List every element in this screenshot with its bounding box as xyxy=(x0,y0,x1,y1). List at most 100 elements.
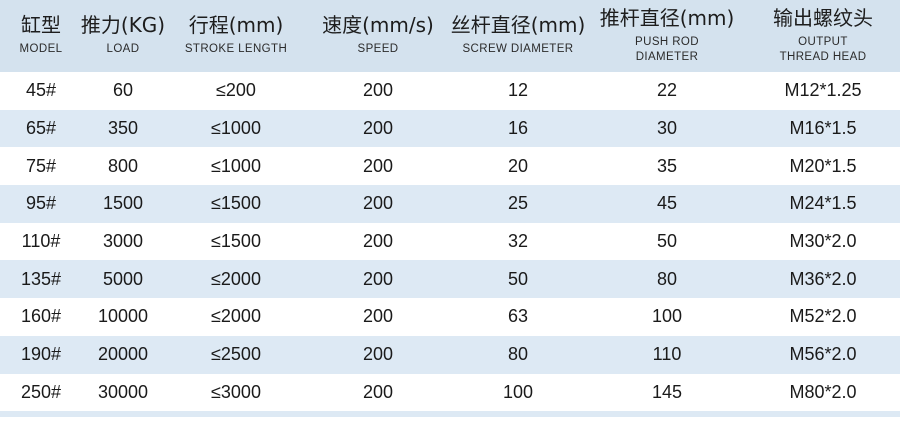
cell-thread: M20*1.5 xyxy=(789,155,857,176)
column-header-cn: 缸型 xyxy=(21,13,61,38)
column-header-cell: 推力(KG) LOAD xyxy=(80,0,166,72)
table-header: 缸型 MODEL 推力(KG) LOAD 行程(mm) STROKE LENGTH 速度(m… xyxy=(0,0,900,72)
column-header-speed: 速度(mm/s) SPEED xyxy=(308,0,448,72)
table-row: 135# 5000 ≤2000 200 50 80 M36*2.0 xyxy=(0,260,900,299)
cell-thread: M56*2.0 xyxy=(789,344,857,365)
table-body: 45# 60 ≤200 200 12 22 M12*1.25 65# 350 ≤1000 200 16… xyxy=(0,72,900,412)
cell-load: 60 xyxy=(112,80,134,101)
cell-load: 20000 xyxy=(97,344,149,365)
cell-speed: 200 xyxy=(362,344,394,365)
column-header-model: 缸型 MODEL xyxy=(0,0,82,72)
cell-load: 800 xyxy=(107,155,139,176)
cell-stroke: ≤1500 xyxy=(211,231,261,252)
cell-screw: 20 xyxy=(507,155,529,176)
column-header-cell: 输出螺纹头 OUTPUT THREAD HEAD xyxy=(746,0,900,72)
column-header-en: MODEL xyxy=(19,43,63,56)
cell-speed: 200 xyxy=(362,80,394,101)
column-header-en: STROKE LENGTH xyxy=(184,43,288,56)
cell-thread: M12*1.25 xyxy=(784,80,862,101)
cell-model: 65# xyxy=(25,118,57,139)
cell-screw: 80 xyxy=(507,344,529,365)
cell-push: 100 xyxy=(651,306,683,327)
column-header-cn: 丝杆直径(mm) xyxy=(450,13,586,38)
cell-stroke: ≤200 xyxy=(216,80,256,101)
table-row: 250# 30000 ≤3000 200 100 145 M80*2.0 xyxy=(0,373,900,412)
column-header-screw: 丝杆直径(mm) SCREW DIAMETER xyxy=(448,0,588,72)
column-header-stroke: 行程(mm) STROKE LENGTH xyxy=(164,0,308,72)
column-header-load: 推力(KG) LOAD xyxy=(80,0,166,72)
table-row: 160# 10000 ≤2000 200 63 100 M52*2.0 xyxy=(0,298,900,336)
cell-screw: 12 xyxy=(507,80,529,101)
cell-model: 75# xyxy=(25,155,57,176)
column-header-en: PUSH ROD DIAMETER xyxy=(635,36,699,63)
cell-thread: M36*2.0 xyxy=(789,268,857,289)
cell-stroke: ≤2500 xyxy=(211,344,261,365)
cell-push: 80 xyxy=(656,268,678,289)
column-header-cell: 推杆直径(mm) PUSH ROD DIAMETER xyxy=(588,0,746,72)
cell-screw: 100 xyxy=(502,381,534,402)
page-bottom-filler xyxy=(0,417,900,428)
cell-model: 135# xyxy=(20,268,62,289)
cell-stroke: ≤3000 xyxy=(211,381,261,402)
table-row: 65# 350 ≤1000 200 16 30 M16*1.5 xyxy=(0,109,900,148)
cell-stroke: ≤1000 xyxy=(211,118,261,139)
cell-model: 110# xyxy=(21,231,61,252)
cell-screw: 16 xyxy=(507,118,529,139)
column-header-cell: 行程(mm) STROKE LENGTH xyxy=(164,0,308,72)
table-row: 190# 20000 ≤2500 200 80 110 M56*2.0 xyxy=(0,335,900,374)
cell-push: 22 xyxy=(656,80,678,101)
cell-model: 160# xyxy=(20,306,62,327)
cell-screw: 32 xyxy=(507,231,529,252)
cell-stroke: ≤1500 xyxy=(211,193,261,214)
cell-thread: M16*1.5 xyxy=(789,118,857,139)
cell-push: 35 xyxy=(656,155,678,176)
column-header-cn: 推力(KG) xyxy=(80,13,166,38)
cell-push: 50 xyxy=(656,231,678,252)
cell-load: 3000 xyxy=(102,231,144,252)
cell-stroke: ≤2000 xyxy=(211,306,261,327)
cell-load: 1500 xyxy=(102,193,144,214)
cell-speed: 200 xyxy=(362,306,394,327)
column-header-en: OUTPUT THREAD HEAD xyxy=(779,36,867,63)
column-header-en: LOAD xyxy=(106,43,140,56)
cell-speed: 200 xyxy=(362,193,394,214)
cell-thread: M80*2.0 xyxy=(789,381,857,402)
cell-model: 250# xyxy=(20,381,62,402)
table-bottom-band xyxy=(0,411,900,418)
cell-screw: 63 xyxy=(507,306,529,327)
cell-thread: M24*1.5 xyxy=(789,193,857,214)
table-row: 45# 60 ≤200 200 12 22 M12*1.25 xyxy=(0,72,900,110)
cell-speed: 200 xyxy=(362,118,394,139)
cell-screw: 25 xyxy=(507,193,529,214)
column-header-cell: 缸型 MODEL xyxy=(0,0,82,72)
cell-screw: 50 xyxy=(507,268,529,289)
cell-model: 45# xyxy=(25,80,57,101)
cell-push: 30 xyxy=(656,118,678,139)
column-header-cn: 速度(mm/s) xyxy=(322,13,434,38)
column-header-cell: 速度(mm/s) SPEED xyxy=(308,0,448,72)
column-header-en: SCREW DIAMETER xyxy=(462,43,574,56)
column-header-en: SPEED xyxy=(357,43,399,56)
table-row: 75# 800 ≤1000 200 20 35 M20*1.5 xyxy=(0,147,900,186)
column-header-push: 推杆直径(mm) PUSH ROD DIAMETER xyxy=(588,0,746,72)
column-header-cn: 行程(mm) xyxy=(188,13,284,38)
cell-speed: 200 xyxy=(362,381,394,402)
cell-stroke: ≤2000 xyxy=(211,268,261,289)
cell-load: 350 xyxy=(107,118,139,139)
table-row: 110# 3000 ≤1500 200 32 50 M30*2.0 xyxy=(0,222,900,261)
cell-thread: M30*2.0 xyxy=(789,231,857,252)
cell-speed: 200 xyxy=(362,268,394,289)
cell-thread: M52*2.0 xyxy=(789,306,857,327)
column-header-cn: 输出螺纹头 xyxy=(773,6,873,31)
cell-load: 30000 xyxy=(97,381,149,402)
cell-load: 10000 xyxy=(97,306,149,327)
cell-push: 110 xyxy=(652,344,682,365)
table-row: 95# 1500 ≤1500 200 25 45 M24*1.5 xyxy=(0,185,900,223)
cell-stroke: ≤1000 xyxy=(211,155,261,176)
column-header-cn: 推杆直径(mm) xyxy=(599,6,735,31)
cell-push: 145 xyxy=(651,381,683,402)
specification-table: 缸型 MODEL 推力(KG) LOAD 行程(mm) STROKE LENGTH 速度(m… xyxy=(0,0,900,412)
cell-model: 95# xyxy=(25,193,57,214)
table-header-row: 缸型 MODEL 推力(KG) LOAD 行程(mm) STROKE LENGTH 速度(m… xyxy=(0,0,900,72)
column-header-cell: 丝杆直径(mm) SCREW DIAMETER xyxy=(448,0,588,72)
